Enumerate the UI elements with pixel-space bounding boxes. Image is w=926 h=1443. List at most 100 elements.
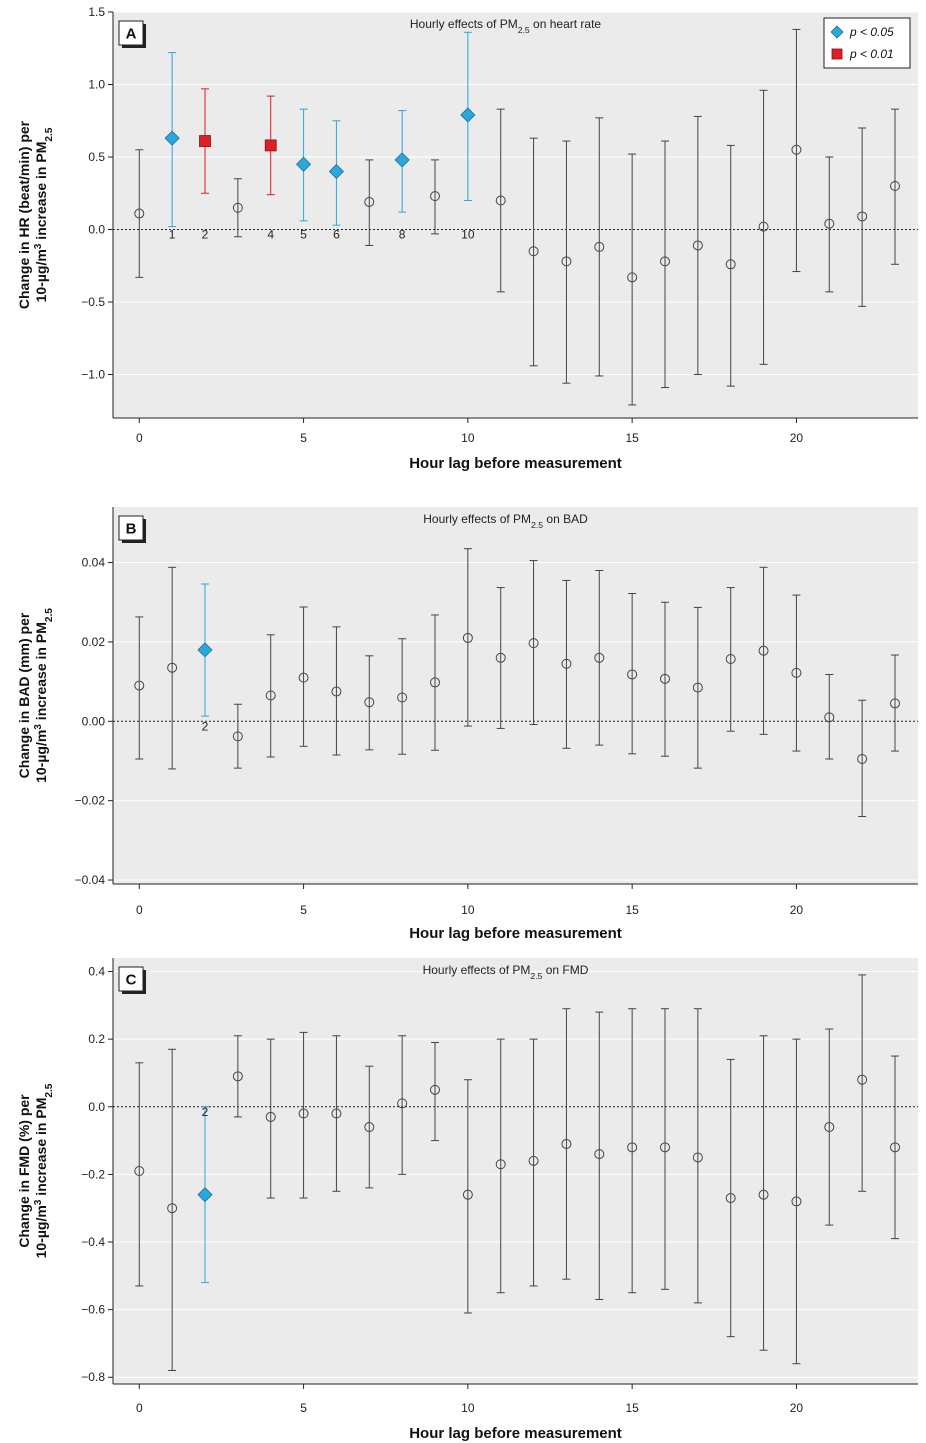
legend-square-icon [831, 48, 843, 60]
y-tick-label: 1.0 [88, 78, 105, 92]
x-tick-label: 5 [300, 431, 307, 445]
marker-square [264, 139, 277, 152]
marker-circle [725, 653, 736, 664]
y-tick-label: −0.04 [75, 873, 106, 887]
data-point [528, 137, 539, 367]
marker-circle [692, 240, 703, 251]
marker-circle [134, 208, 145, 219]
sig-hour-label: 2 [202, 228, 209, 242]
data-point [462, 1079, 473, 1314]
marker-circle [758, 645, 769, 656]
data-point [197, 1106, 213, 1284]
marker-circle [561, 1138, 572, 1149]
y-axis-label-line1: Change in HR (beat/min) per [16, 120, 32, 309]
y-tick-label: 0.0 [88, 1100, 105, 1114]
data-point [890, 1055, 900, 1240]
marker-circle [462, 632, 473, 643]
y-tick-label: −0.2 [81, 1167, 105, 1181]
data-point [331, 1035, 342, 1192]
data-point [296, 108, 312, 222]
data-point [364, 159, 375, 246]
data-point [528, 560, 539, 725]
marker-circle [232, 202, 243, 213]
y-tick-label: 0.02 [82, 635, 106, 649]
x-axis-label: Hour lag before measurement [409, 455, 622, 472]
data-point [328, 120, 344, 226]
marker-diamond [164, 130, 180, 146]
data-point [134, 616, 145, 760]
panel-c: −0.8 −0.6 −0.4 −0.2 0.0 0.2 0.4 0 5 10 15 20 Hour la… [16, 958, 918, 1442]
marker-circle [495, 1159, 506, 1170]
x-tick-label: 20 [790, 1401, 804, 1415]
y-tick-label: −0.6 [81, 1303, 105, 1317]
marker-circle [232, 731, 243, 742]
data-point [397, 638, 408, 755]
marker-circle [167, 662, 178, 673]
x-tick-label: 0 [136, 1401, 143, 1415]
marker-circle [397, 1098, 408, 1109]
marker-circle [890, 698, 900, 709]
marker-circle [627, 669, 638, 680]
data-point [561, 140, 572, 384]
data-point [430, 614, 440, 751]
marker-circle [430, 1084, 440, 1095]
data-point [495, 587, 506, 729]
y-axis-label-line1: Change in BAD (mm) per [16, 612, 32, 778]
marker-circle [462, 1189, 473, 1200]
marker-diamond [296, 156, 312, 172]
x-tick-label: 10 [461, 431, 475, 445]
data-point [298, 1031, 309, 1199]
legend-label: p < 0.01 [849, 47, 894, 61]
data-point [397, 1035, 408, 1175]
x-tick-label: 10 [461, 903, 475, 917]
data-point [594, 1011, 605, 1300]
marker-circle [594, 1149, 605, 1160]
marker-circle [528, 1155, 539, 1166]
marker-circle [331, 1108, 342, 1119]
marker-circle [528, 638, 539, 649]
data-point [824, 673, 835, 760]
data-point [460, 31, 476, 201]
marker-diamond [394, 152, 410, 168]
plot-area [113, 958, 918, 1384]
legend: p < 0.05 p < 0.01 [823, 17, 911, 69]
data-point [758, 1035, 769, 1351]
legend-box [823, 17, 911, 69]
data-point [594, 117, 605, 377]
data-point [725, 1058, 736, 1338]
x-tick-label: 10 [461, 1401, 475, 1415]
marker-circle [660, 256, 670, 267]
y-tick-label: −1.0 [81, 368, 105, 382]
data-point [164, 52, 180, 228]
x-tick-label: 20 [790, 903, 804, 917]
data-point [430, 1042, 440, 1142]
y-tick-label: −0.02 [75, 794, 106, 808]
panel-b: −0.04 −0.02 0.00 0.02 0.04 0 5 10 15 20 Hour lag b… [16, 507, 918, 942]
y-tick-label: −0.5 [81, 295, 105, 309]
marker-circle [791, 667, 802, 678]
marker-circle [824, 1122, 835, 1133]
panel-title: Hourly effects of PM2.5 on heart rate [410, 17, 602, 35]
sig-hour-label: 5 [300, 228, 307, 242]
data-point [890, 654, 900, 752]
legend-label: p < 0.05 [849, 25, 894, 39]
marker-circle [561, 256, 572, 267]
sig-hour-label: 4 [267, 228, 274, 242]
y-tick-label: 0.0 [88, 223, 105, 237]
data-point [791, 1038, 802, 1365]
panel-title: Hourly effects of PM2.5 on FMD [423, 963, 589, 981]
marker-circle [397, 692, 408, 703]
marker-circle [692, 1152, 703, 1163]
y-axis-label-line2: 10-µg/m3 increase in PM2.5 [33, 127, 55, 302]
sig-hour-label: 8 [399, 228, 406, 242]
data-point [394, 110, 410, 213]
data-point [167, 566, 178, 770]
data-point [495, 1038, 506, 1294]
data-point [331, 626, 342, 756]
data-point [462, 548, 473, 727]
marker-circle [495, 195, 506, 206]
x-tick-label: 20 [790, 431, 804, 445]
marker-circle [857, 753, 868, 764]
data-point [692, 1008, 703, 1304]
